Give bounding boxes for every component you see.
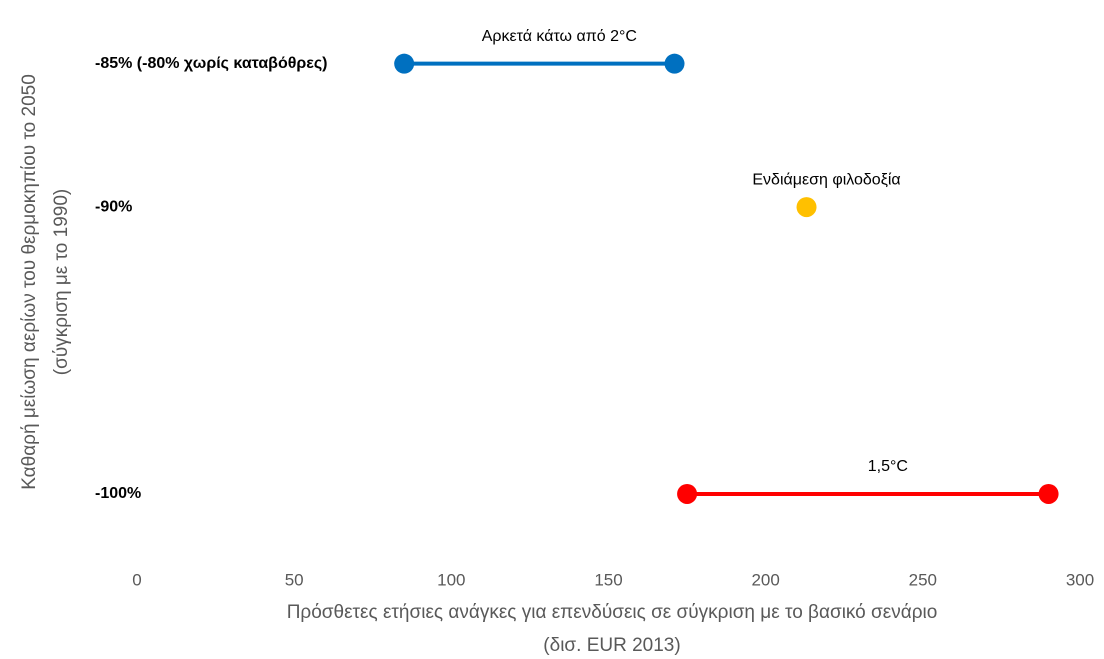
- data-point: [664, 53, 685, 74]
- x-tick-label: 0: [132, 570, 141, 589]
- y-tick-label: -100%: [95, 485, 141, 502]
- x-tick-label: 300: [1066, 570, 1094, 589]
- series-label: Ενδιάμεση φιλοδοξία: [752, 171, 900, 188]
- data-point: [796, 197, 817, 218]
- data-point: [677, 483, 698, 504]
- y-tick-label: -85% (-80% χωρίς καταβόθρες): [95, 55, 328, 72]
- series-label: 1,5°C: [868, 458, 908, 475]
- x-tick-label: 250: [909, 570, 937, 589]
- data-point: [1038, 483, 1059, 504]
- x-axis-title: Πρόσθετες ετήσιες ανάγκες για επενδύσεις…: [287, 602, 938, 623]
- x-tick-label: 200: [751, 570, 779, 589]
- y-axis-title: Καθαρή μείωση αερίων του θερμοκηπίου το …: [19, 74, 40, 490]
- series-label: Αρκετά κάτω από 2°C: [482, 28, 637, 45]
- y-tick-label: -90%: [95, 198, 132, 215]
- x-tick-label: 150: [594, 570, 622, 589]
- y-axis-title: (σύγκριση με το 1990): [51, 189, 72, 375]
- x-tick-label: 100: [437, 570, 465, 589]
- x-axis-title: (δισ. EUR 2013): [543, 635, 680, 656]
- x-tick-label: 50: [285, 570, 304, 589]
- data-point: [394, 53, 415, 74]
